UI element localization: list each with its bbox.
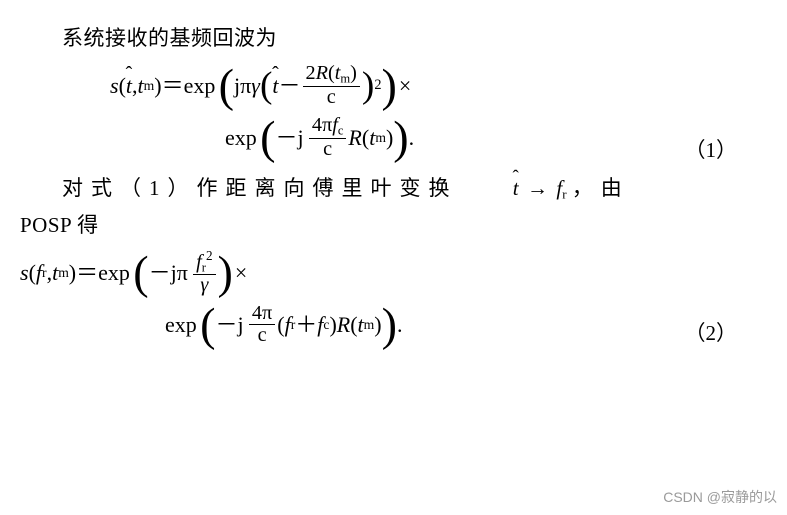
eq1-4pi: 4π: [312, 114, 332, 136]
eq2-s: s: [20, 255, 29, 290]
eq1-minus-inner: －: [279, 68, 301, 103]
eq1-gamma: γ: [251, 68, 260, 103]
eq2-frac-4pi-c: 4π c: [249, 303, 275, 346]
transform-r: r: [562, 186, 566, 201]
para-intro-2: 对式（1）作距离向傅里叶变换 ˆt → fr ，由: [20, 172, 767, 206]
hat-icon: ˆ: [126, 59, 133, 91]
para2-text-b: ，由: [572, 176, 630, 200]
eq2-pi1: π: [177, 255, 188, 290]
eq2-equals: ＝: [76, 255, 98, 290]
equation-1: s ( ˆt , tm ) ＝ exp ( jπγ ( ˆt － 2R(tm) …: [20, 60, 767, 164]
eq2-number: （2）: [685, 317, 738, 351]
eq1-period: .: [409, 120, 415, 155]
eq1-m-num: m: [340, 72, 350, 86]
eq1-c-den: c: [324, 87, 339, 108]
eq1-frac-4pifc-c: 4πfc c: [309, 115, 347, 160]
eq2-c-den: c: [255, 325, 270, 346]
eq2-tm-m2: m: [364, 314, 375, 336]
eq1-tm-m2: m: [375, 127, 386, 149]
eq2-j2: j: [237, 307, 243, 342]
eq1-tm-m: m: [144, 75, 155, 97]
eq1-s: s: [110, 68, 119, 103]
watermark: CSDN @寂静的以: [663, 487, 777, 507]
eq2-times: ×: [235, 255, 247, 290]
eq1-fc-sub: c: [338, 124, 344, 138]
eq2-minus2: －: [215, 307, 237, 342]
eq1-exp1: exp: [184, 68, 216, 103]
eq1-exp2: exp: [225, 120, 257, 155]
eq1-R: R: [348, 120, 361, 155]
eq2-line1: s ( fr , tm ) ＝ exp ( －jπ fr2 γ ) ×: [20, 247, 767, 299]
eq2-exp1: exp: [98, 255, 130, 290]
eq1-pi1: π: [240, 68, 251, 103]
eq2-4pi: 4π: [249, 303, 275, 325]
eq1-c-den2: c: [320, 139, 335, 160]
equation-2: s ( fr , tm ) ＝ exp ( －jπ fr2 γ ) × exp …: [20, 247, 767, 351]
eq2-R: R: [337, 307, 350, 342]
eq1-j2: j: [297, 120, 303, 155]
eq1-number: （1）: [685, 134, 738, 168]
eq2-plus: ＋: [295, 307, 317, 342]
eq1-frac-2R-c: 2R(tm) c: [303, 63, 360, 108]
hat-icon: ˆ: [272, 59, 279, 91]
eq1-times: ×: [399, 68, 411, 103]
eq1-squared: 2: [374, 74, 381, 97]
para-intro-3: POSP 得: [20, 209, 767, 243]
eq1-line1: s ( ˆt , tm ) ＝ exp ( jπγ ( ˆt － 2R(tm) …: [110, 60, 767, 112]
eq2-fr-pow: 2: [206, 248, 213, 263]
eq2-gamma-den: γ: [197, 275, 211, 296]
eq2-minus1: －: [149, 255, 171, 290]
page: 系统接收的基频回波为 s ( ˆt , tm ) ＝ exp ( jπγ ( ˆ…: [0, 0, 787, 351]
eq2-exp2: exp: [165, 307, 197, 342]
eq2-frac-fr2-gamma: fr2 γ: [193, 249, 215, 297]
eq1-minus: －: [275, 120, 297, 155]
para-intro-1: 系统接收的基频回波为: [20, 22, 767, 56]
eq1-equals: ＝: [162, 68, 184, 103]
hat-icon: ˆ: [471, 163, 519, 193]
para2-text-a: 对式（1）作距离向傅里叶变换: [62, 176, 471, 200]
arrow-icon: →: [527, 176, 548, 200]
eq1-R-num: R: [316, 62, 328, 84]
eq2-line2: exp ( －j 4π c ( fr ＋ fc ) R(tm) ) .: [165, 299, 767, 351]
eq2-period: .: [397, 307, 403, 342]
eq1-2: 2: [306, 62, 316, 84]
eq2-tm-m: m: [58, 262, 69, 284]
